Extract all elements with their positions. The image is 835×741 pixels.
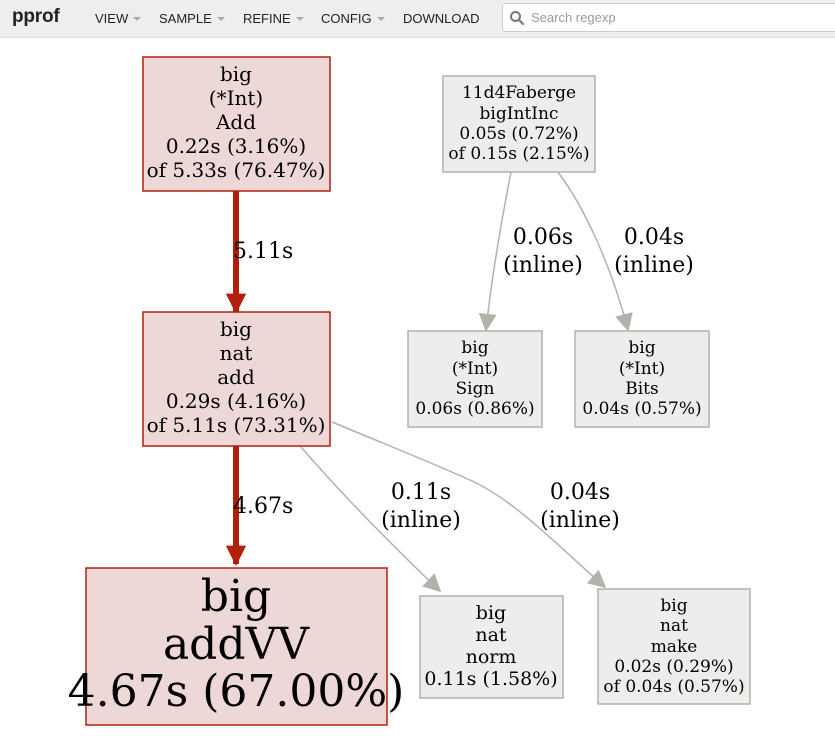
node-function: bigIntInc: [480, 104, 559, 124]
toolbar: pprof VIEW SAMPLE REFINE CONFIG DOWNLOAD: [0, 0, 835, 38]
node-big-addvv[interactable]: big addVV 4.67s (67.00%): [68, 567, 405, 726]
node-box: [442, 75, 596, 173]
menu-sample[interactable]: SAMPLE: [159, 11, 225, 26]
node-flat-time: 0.02s (0.29%): [614, 657, 733, 677]
node-box: [85, 567, 388, 726]
chevron-down-icon: [295, 17, 304, 21]
node-box: [142, 56, 331, 192]
node-package: big: [220, 317, 252, 341]
node-receiver: (*Int): [619, 359, 665, 379]
node-function: addVV: [163, 619, 310, 670]
edge-nat-add-to-norm[interactable]: 0.11s (inline): [300, 446, 461, 593]
node-receiver: (*Int): [209, 86, 263, 110]
search-box[interactable]: [502, 3, 835, 32]
node-box: [574, 330, 710, 428]
node-faberge-bigintinc[interactable]: 11d4Faberge bigIntInc 0.05s (0.72%) of 0…: [442, 75, 596, 173]
chevron-down-icon: [216, 17, 225, 21]
menu-view[interactable]: VIEW: [95, 11, 142, 26]
node-cum-time: of 5.11s (73.31%): [147, 413, 326, 437]
node-receiver: nat: [220, 341, 253, 365]
node-box: [597, 588, 751, 705]
node-big-int-sign[interactable]: big (*Int) Sign 0.06s (0.86%): [407, 330, 543, 428]
node-function: add: [217, 365, 255, 389]
chevron-down-icon: [133, 17, 142, 21]
node-big-int-add[interactable]: big (*Int) Add 0.22s (3.16%) of 5.33s (7…: [142, 56, 331, 192]
edge-line: [300, 446, 442, 593]
node-package: big: [660, 596, 687, 616]
node-flat-time: 0.11s (1.58%): [424, 668, 557, 690]
node-box: [407, 330, 543, 428]
node-flat-time: 0.06s (0.86%): [415, 399, 534, 419]
edge-int-add-to-nat-add[interactable]: 5.11s: [225, 191, 293, 315]
edge-bigintinc-to-bits[interactable]: 0.04s (inline): [557, 171, 694, 332]
menu-download-label: DOWNLOAD: [403, 11, 480, 26]
menu-config-label: CONFIG: [321, 11, 372, 26]
edge-label: 5.11s: [233, 239, 293, 264]
edge-nat-add-to-make[interactable]: 0.04s (inline): [331, 421, 620, 589]
menu-sample-label: SAMPLE: [159, 11, 212, 26]
node-flat-time: 0.22s (3.16%): [166, 134, 306, 158]
node-big-nat-make[interactable]: big nat make 0.02s (0.29%) of 0.04s (0.5…: [597, 588, 751, 705]
node-receiver: nat: [660, 616, 688, 636]
node-big-int-bits[interactable]: big (*Int) Bits 0.04s (0.57%): [574, 330, 710, 428]
edge-label: 0.04s: [624, 225, 684, 250]
node-cum-time: of 5.33s (76.47%): [147, 158, 326, 182]
edge-label: 0.06s: [513, 225, 573, 250]
node-function: Bits: [625, 379, 659, 399]
node-cum-time: of 0.04s (0.57%): [603, 677, 744, 697]
node-package: big: [476, 602, 506, 624]
node-box: [142, 311, 331, 447]
node-function: Sign: [456, 379, 495, 399]
node-flat-time: 0.04s (0.57%): [582, 399, 701, 419]
node-receiver: (*Int): [452, 359, 498, 379]
node-function: norm: [466, 646, 517, 668]
node-receiver: nat: [475, 624, 507, 646]
node-package: big: [201, 571, 271, 622]
search-icon: [510, 11, 525, 26]
menu-refine[interactable]: REFINE: [243, 11, 304, 26]
edge-line: [331, 421, 607, 589]
node-function: make: [651, 637, 698, 657]
edge-label: (inline): [381, 508, 461, 533]
node-function: Add: [215, 110, 256, 134]
node-box: [419, 595, 564, 699]
edge-line: [478, 171, 512, 332]
node-big-nat-add[interactable]: big nat add 0.29s (4.16%) of 5.11s (73.3…: [142, 311, 331, 447]
edge-line: [557, 171, 633, 332]
chevron-down-icon: [376, 17, 385, 21]
node-cum-time: of 0.15s (2.15%): [448, 144, 589, 164]
node-big-nat-norm[interactable]: big nat norm 0.11s (1.58%): [419, 595, 564, 699]
edge-label: (inline): [614, 253, 694, 278]
node-flat-time: 0.05s (0.72%): [459, 124, 578, 144]
menu-view-label: VIEW: [95, 11, 129, 26]
call-graph: 5.11s 4.67s 0.11s (inline) 0.04s (inline…: [68, 56, 751, 726]
edge-label: 0.04s: [550, 480, 610, 505]
search-input[interactable]: [531, 4, 831, 31]
node-package: big: [628, 338, 655, 358]
menu-refine-label: REFINE: [243, 11, 291, 26]
edge-label: 0.11s: [391, 480, 451, 505]
menu-download[interactable]: DOWNLOAD: [403, 11, 480, 26]
edge-label: (inline): [503, 253, 583, 278]
node-package: big: [220, 62, 252, 86]
edge-bigintinc-to-sign[interactable]: 0.06s (inline): [478, 171, 583, 332]
edge-label: (inline): [540, 508, 620, 533]
app-title: pprof: [12, 6, 60, 27]
node-package: 11d4Faberge: [462, 83, 576, 103]
edge-nat-add-to-addvv[interactable]: 4.67s: [225, 446, 293, 567]
node-package: big: [461, 338, 488, 358]
node-flat-time: 0.29s (4.16%): [166, 389, 306, 413]
menu-config[interactable]: CONFIG: [321, 11, 385, 26]
node-flat-time: 4.67s (67.00%): [68, 666, 405, 717]
edge-label: 4.67s: [233, 494, 293, 519]
